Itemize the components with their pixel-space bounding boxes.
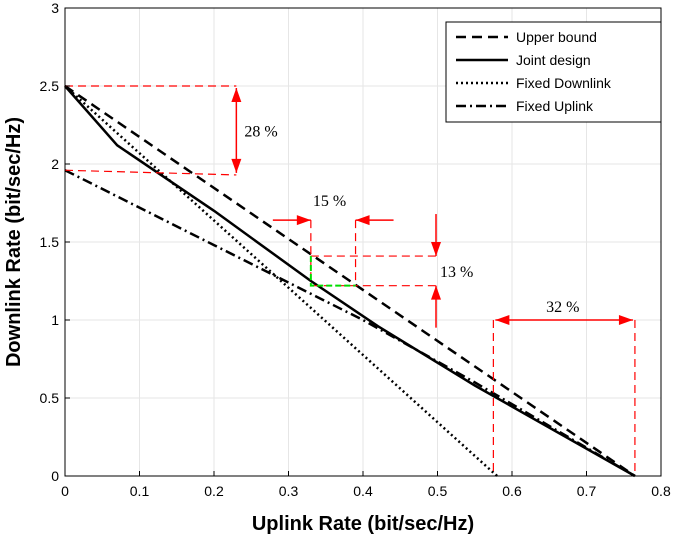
arrow-head [431,285,442,300]
legend-label: Fixed Downlink [516,75,612,91]
series-layer [64,84,636,478]
series-line-upper-bound [64,84,636,478]
y-tick-label: 2 [51,156,59,172]
x-tick-label: 0.8 [651,483,671,499]
legend-label: Fixed Uplink [516,98,594,114]
x-axis-title: Uplink Rate (bit/sec/Hz) [252,513,474,535]
annotation-label: 13 % [440,264,473,281]
y-axis-title: Downlink Rate (bit/sec/Hz) [3,117,25,367]
x-tick-label: 0.6 [502,483,522,499]
y-tick-label: 0 [51,468,59,484]
y-tick-label: 2.5 [40,78,60,94]
arrow-head [296,215,311,226]
arrow-head [495,315,510,325]
tick-labels: 0 0.1 0.2 0.3 0.4 0.5 0.6 0.7 0.8 0 0.5 1 1.5 2 2.5 3 [40,0,671,499]
x-tick-label: 0.3 [279,483,299,499]
y-tick-label: 3 [51,0,59,16]
legend: Upper bound Joint design Fixed Downlink Fix… [445,21,662,123]
series-line-joint-design [64,85,636,478]
arrow-head [618,315,633,325]
legend-label: Upper bound [516,29,597,45]
x-tick-label: 0.2 [204,483,224,499]
grid [64,7,662,477]
series-line-fixed-uplink [64,169,636,478]
annotation-label: 28 % [244,123,277,140]
arrow-head [355,215,370,226]
y-tick-label: 0.5 [40,390,60,406]
y-tick-label: 1 [51,312,59,328]
x-tick-label: 0.4 [353,483,373,499]
annotation-label: 15 % [313,193,346,210]
annotation-label: 32 % [546,299,579,316]
x-tick-label: 0 [61,483,69,499]
x-tick-label: 0.5 [428,483,448,499]
arrow-head [431,242,442,257]
arrow-head [231,88,242,102]
x-tick-label: 0.1 [130,483,150,499]
highlight-step [309,256,356,287]
x-tick-label: 0.7 [577,483,597,499]
annotations: 28 % 15 % 13 % 32 % [64,85,636,476]
legend-label: Joint design [516,52,591,68]
series-line-fixed-downlink [64,85,498,477]
annotation-guide [64,169,237,176]
arrow-head [231,158,242,173]
y-tick-label: 1.5 [40,234,60,250]
